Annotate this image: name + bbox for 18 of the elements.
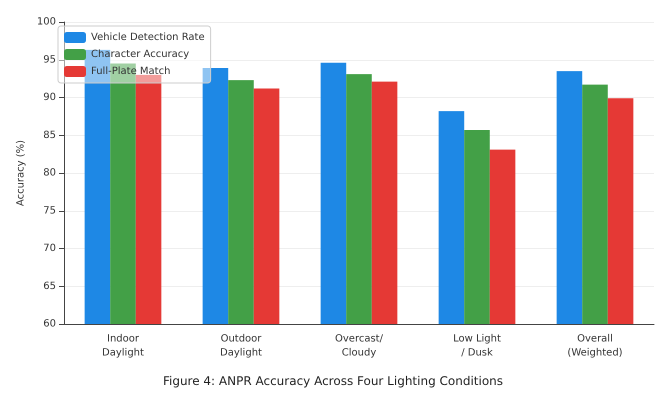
y-axis-title: Accuracy (%) <box>16 140 26 206</box>
y-tick-label: 80 <box>43 168 56 178</box>
y-tick-label: 85 <box>43 130 56 141</box>
y-tick-label: 65 <box>43 280 56 292</box>
y-tick-label: 95 <box>43 54 56 66</box>
x-tick-label: Outdoor Daylight <box>220 334 262 358</box>
x-tick-label: Overcast/ Cloudy <box>335 334 384 358</box>
x-tick-label: Low Light / Dusk <box>453 334 501 358</box>
y-tick-label: 100 <box>36 16 56 28</box>
text: Figure 4: ANPR Accuracy Across Four Lighting Conditions <box>162 374 504 388</box>
legend-label: Vehicle Detection Rate <box>91 32 205 43</box>
legend-label: Character Accuracy <box>91 49 190 60</box>
y-tick-label: 60 <box>43 318 56 330</box>
x-tick-label: Indoor Daylight <box>102 334 144 358</box>
y-tick-label: 90 <box>43 92 56 103</box>
y-tick-label: 75 <box>43 205 56 216</box>
y-tick-label: 70 <box>43 243 56 254</box>
x-tick-label: Overall (Weighted) <box>567 334 623 358</box>
